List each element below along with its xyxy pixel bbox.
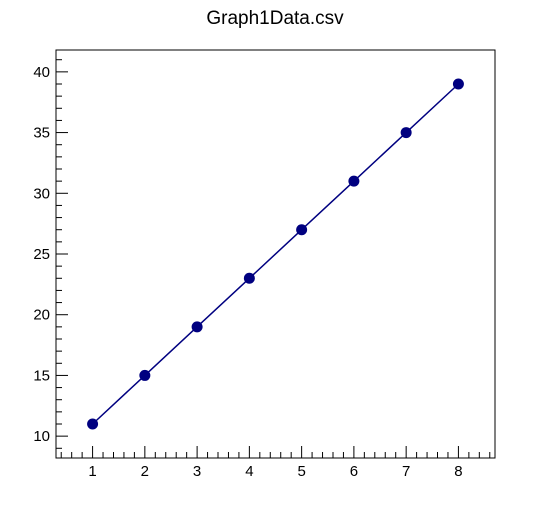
x-tick-label: 7 [402, 463, 410, 480]
y-tick-label: 35 [33, 125, 50, 142]
x-tick-label: 6 [350, 463, 358, 480]
x-tick-label: 8 [454, 463, 462, 480]
data-point [400, 127, 412, 139]
data-point [452, 78, 464, 90]
data-point [243, 272, 255, 284]
data-point [87, 418, 99, 430]
series-line [92, 83, 459, 425]
data-point [348, 175, 360, 187]
x-tick-label: 1 [88, 463, 96, 480]
x-tick-label: 3 [193, 463, 201, 480]
axes: 1 2 3 4 5 6 7 8 10 15 20 25 30 35 40 [33, 49, 496, 480]
x-tick-label: 5 [297, 463, 305, 480]
y-tick-label: 15 [33, 367, 50, 384]
x-tick-label: 4 [245, 463, 253, 480]
y-tick-label: 20 [33, 307, 50, 324]
y-tick-label: 30 [33, 185, 50, 202]
data-point [139, 369, 151, 381]
x-tick-label: 2 [141, 463, 149, 480]
chart-title: Graph1Data.csv [206, 8, 344, 29]
data-point [296, 224, 308, 236]
y-tick-label: 10 [33, 428, 50, 445]
data-point [191, 321, 203, 333]
y-tick-label: 40 [33, 64, 50, 81]
y-tick-label: 25 [33, 246, 50, 263]
plot-series [87, 78, 464, 430]
